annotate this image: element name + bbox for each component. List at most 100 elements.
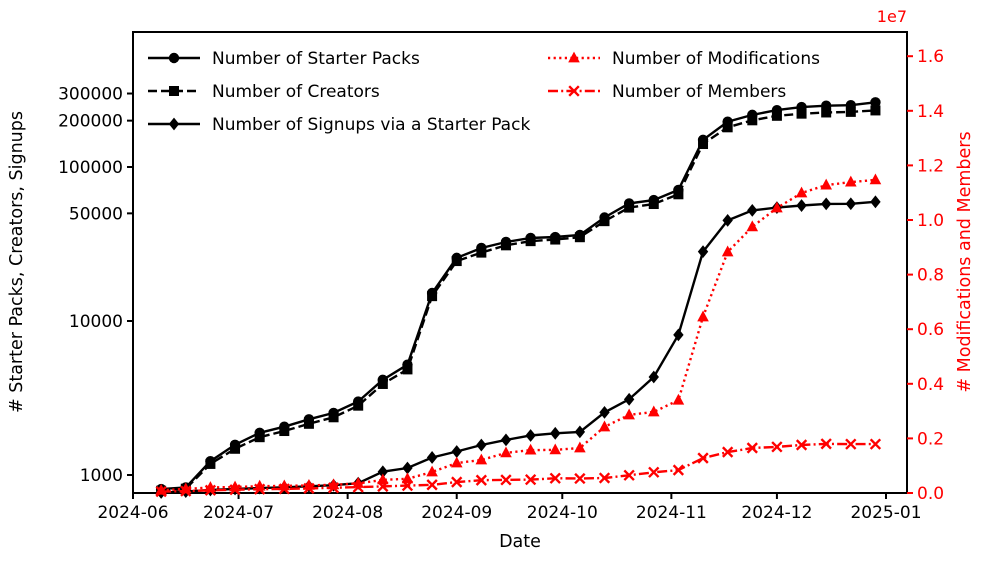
legend-marker [568, 51, 580, 63]
x-tick-label: 2024-12 [741, 503, 812, 523]
series-marker-3 [500, 433, 512, 447]
series-marker-2 [648, 199, 659, 210]
x-tick-label: 2024-08 [312, 503, 383, 523]
x-tick-label: 2024-07 [203, 503, 274, 523]
series-marker-2 [796, 108, 807, 119]
series-marker-5 [155, 485, 167, 498]
y-tick-label-right: 0.4 [917, 375, 944, 395]
series-marker-2 [673, 189, 684, 200]
series-marker-5 [475, 474, 487, 486]
legend-label: Number of Signups via a Starter Pack [212, 115, 530, 135]
series-marker-5 [722, 446, 734, 458]
series-marker-3 [476, 438, 487, 452]
legend-label: Number of Starter Packs [212, 49, 420, 69]
series-marker-5 [598, 472, 611, 484]
series-marker-2 [279, 426, 290, 437]
series-marker-5 [845, 438, 857, 450]
series-marker-2 [402, 364, 413, 375]
axes-spines [132, 31, 908, 494]
series-marker-2 [624, 202, 635, 213]
series-marker-4 [771, 201, 783, 213]
series-marker-3 [820, 197, 832, 211]
series-marker-2 [722, 122, 733, 133]
series-marker-5 [795, 439, 808, 451]
series-marker-2 [525, 236, 536, 247]
legend-marker [568, 85, 580, 97]
series-marker-3 [870, 195, 881, 209]
y-tick-label-right: 0.6 [917, 320, 944, 340]
series-marker-3 [747, 203, 758, 217]
series-marker-5 [524, 473, 537, 486]
series-marker-5 [204, 484, 217, 496]
legend-label: Number of Members [612, 82, 786, 102]
x-tick-label: 2025-01 [850, 503, 921, 523]
x-tick-label: 2024-11 [636, 503, 707, 523]
series-marker-2 [550, 234, 561, 245]
y-tick-label-left: 200000 [58, 112, 123, 132]
y-axis-label-right: # Modifications and Members [955, 131, 975, 392]
legend-marker [168, 52, 180, 64]
series-marker-5 [352, 481, 364, 493]
series-marker-3 [599, 405, 610, 419]
series-marker-2 [821, 107, 832, 118]
series-marker-4 [623, 408, 635, 420]
series-marker-5 [549, 472, 561, 484]
plot-area: 2024-06 2024-07 2024-08 2024-09 2024-10 2024-… [58, 31, 944, 523]
series-marker-5 [500, 474, 512, 486]
x-tick-label: 2024-10 [527, 503, 598, 523]
y-axis-label-left: # Starter Packs, Creators, Signups [7, 111, 27, 413]
series-marker-5 [820, 438, 832, 450]
series-marker-2 [574, 232, 585, 243]
series-marker-4 [869, 173, 882, 185]
series-marker-1 [870, 97, 881, 108]
series-marker-4 [820, 178, 832, 190]
series-marker-2 [254, 432, 265, 443]
series-marker-4 [450, 456, 463, 468]
series-marker-4 [377, 473, 389, 485]
series-marker-2 [377, 378, 388, 389]
series-marker-3 [451, 445, 462, 458]
series-marker-2 [328, 412, 339, 423]
y-tick-label-right: 0.8 [917, 266, 944, 286]
series-marker-5 [623, 469, 635, 481]
series-marker-3 [648, 370, 659, 384]
y-tick-label-right: 0.2 [917, 429, 944, 449]
series-marker-2 [451, 256, 462, 267]
series-marker-4 [672, 393, 685, 405]
series-marker-5 [574, 472, 586, 485]
series-marker-5 [303, 482, 315, 495]
y-tick-label-right: 1.6 [917, 47, 944, 67]
series-marker-5 [451, 476, 463, 488]
legend-marker [168, 117, 180, 131]
y-tick-label-right: 1.2 [917, 156, 944, 176]
series-marker-3 [550, 426, 561, 440]
series-marker-4 [697, 310, 709, 322]
series-marker-3 [426, 451, 438, 464]
y-tick-label-left: 10000 [69, 312, 123, 332]
series-marker-4 [746, 220, 759, 232]
series-marker-3 [722, 214, 733, 227]
series-marker-2 [230, 443, 241, 454]
series-marker-4 [721, 245, 734, 257]
series-marker-4 [401, 472, 414, 484]
y-tick-label-left: 1000 [80, 466, 123, 486]
series-marker-2 [303, 418, 314, 429]
series-marker-5 [672, 464, 685, 476]
y-tick-label-right: 1.0 [917, 211, 944, 231]
series-marker-5 [229, 484, 241, 496]
x-axis-label: Date [499, 532, 541, 552]
series-marker-5 [426, 479, 438, 491]
series-marker-4 [845, 175, 857, 187]
series-marker-2 [476, 247, 487, 258]
series-marker-5 [254, 483, 266, 495]
series-marker-5 [869, 438, 882, 450]
series-marker-4 [795, 186, 808, 198]
series-marker-5 [648, 466, 660, 478]
series-marker-3 [697, 245, 709, 259]
series-marker-2 [205, 458, 216, 469]
series-marker-3 [673, 328, 684, 342]
series-marker-4 [549, 443, 562, 455]
legend-label: Number of Creators [212, 82, 380, 102]
